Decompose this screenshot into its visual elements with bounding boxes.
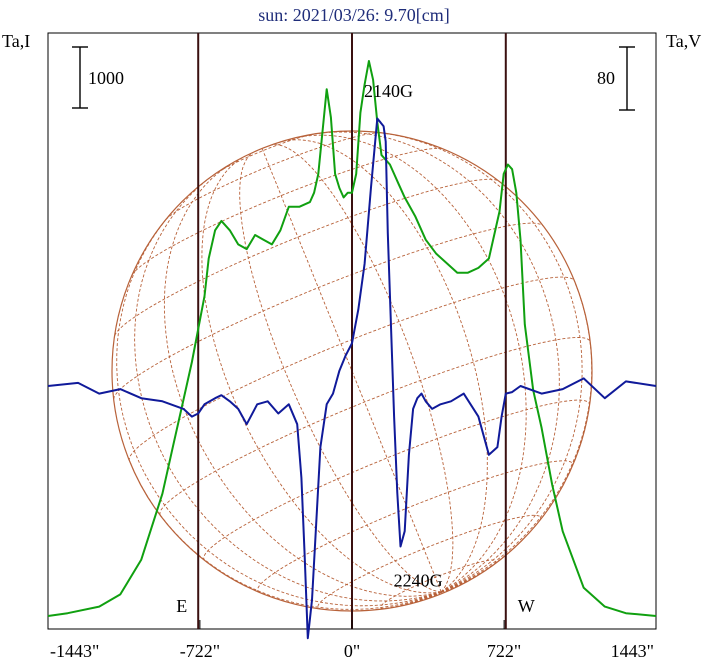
latitude-line bbox=[113, 222, 544, 400]
longitude-line bbox=[295, 134, 527, 593]
longitude-line bbox=[314, 131, 560, 593]
y-right-label: Ta,V bbox=[666, 31, 701, 51]
longitude-line bbox=[116, 210, 442, 607]
longitude-line bbox=[271, 144, 454, 593]
longitude-line bbox=[239, 152, 442, 593]
longitude-line bbox=[441, 581, 467, 593]
latitude-line bbox=[165, 132, 381, 220]
limb-label-E: E bbox=[176, 596, 187, 616]
longitude-line bbox=[129, 460, 442, 610]
y-left-label: Ta,I bbox=[2, 31, 30, 51]
series-group bbox=[47, 60, 657, 640]
annotations: 2140G2200G2240G bbox=[364, 81, 443, 591]
annotation-label: 2140G bbox=[364, 81, 413, 101]
series-line-I bbox=[47, 60, 657, 617]
scale-bar-left: 1000 bbox=[72, 46, 124, 109]
latitude-line bbox=[159, 337, 591, 516]
longitude-line bbox=[134, 173, 442, 602]
longitude-line bbox=[441, 280, 593, 593]
limb-label-W: W bbox=[518, 596, 535, 616]
scale-bar-right: 80 bbox=[597, 46, 635, 111]
longitude-line bbox=[163, 163, 442, 597]
longitude-line bbox=[279, 139, 488, 593]
longitude-line bbox=[201, 155, 442, 594]
longitude-line bbox=[261, 148, 442, 593]
latitude-line bbox=[114, 178, 499, 336]
x-tick-label: -722" bbox=[180, 641, 220, 661]
latitude-line bbox=[131, 147, 444, 275]
series-line-V bbox=[47, 117, 657, 640]
scale-bar-right-label: 80 bbox=[597, 68, 615, 88]
longitude-line bbox=[440, 591, 443, 594]
x-tick-label: 0" bbox=[344, 641, 360, 661]
x-axis-ticks: -1443" -722" 0" 722" 1443" bbox=[47, 620, 657, 661]
scale-bar-left-label: 1000 bbox=[88, 68, 124, 88]
longitude-line bbox=[441, 590, 448, 593]
longitude-line bbox=[347, 591, 442, 612]
chart-title: sun: 2021/03/26: 9.70[cm] bbox=[258, 5, 450, 25]
x-tick-label: 722" bbox=[487, 641, 521, 661]
annotation-label: 2240G bbox=[394, 571, 443, 591]
x-tick-label: 1443" bbox=[611, 641, 654, 661]
longitude-line bbox=[368, 131, 583, 593]
longitude-line bbox=[441, 539, 523, 593]
x-tick-label: -1443" bbox=[50, 641, 99, 661]
